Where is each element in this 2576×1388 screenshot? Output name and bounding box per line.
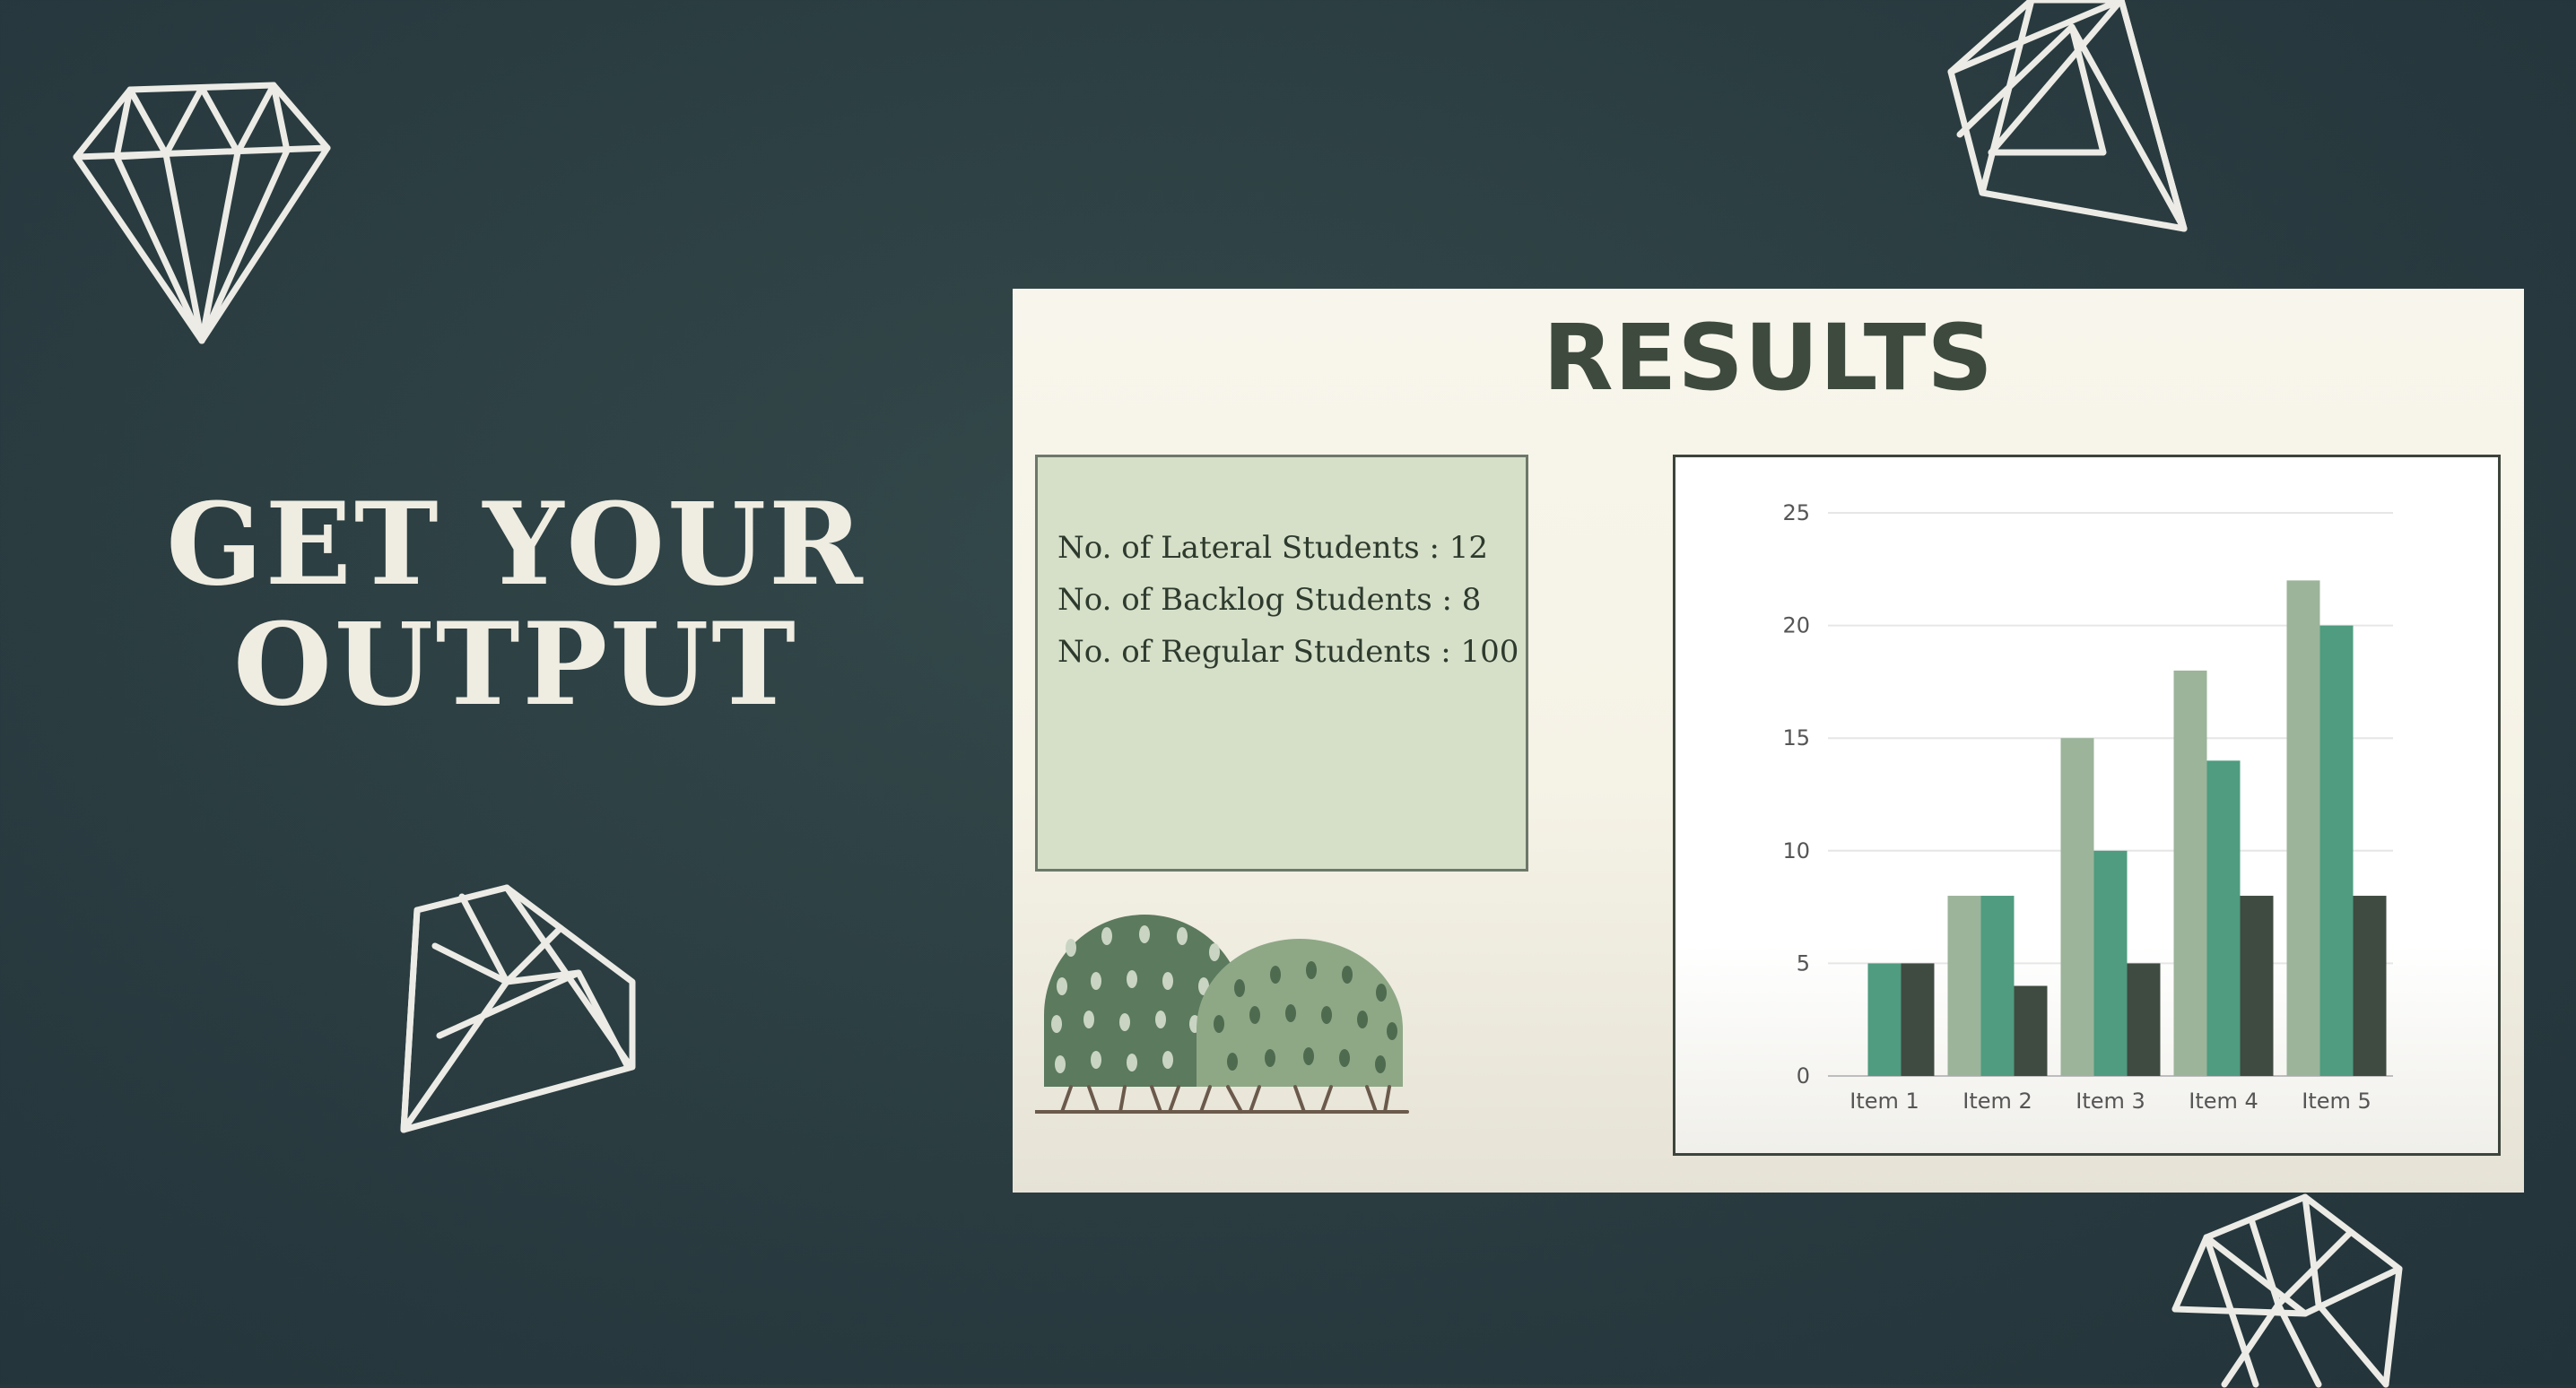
bar-series-3 bbox=[2353, 896, 2387, 1076]
info-line-lateral: No. of Lateral Students : 12 bbox=[1057, 530, 1489, 566]
x-tick-label: Item 4 bbox=[2189, 1089, 2258, 1114]
x-tick-label: Item 5 bbox=[2302, 1089, 2371, 1114]
bush-illustration bbox=[1033, 881, 1412, 1154]
results-title: RESULTS bbox=[1543, 305, 1994, 412]
bar-series-2 bbox=[2319, 625, 2354, 1076]
x-tick-label: Item 1 bbox=[1849, 1089, 1919, 1114]
x-tick-label: Item 3 bbox=[2076, 1089, 2145, 1114]
x-tick-label: Item 2 bbox=[1962, 1089, 2032, 1114]
info-box: No. of Lateral Students : 12 No. of Back… bbox=[1035, 455, 1528, 872]
bar-chart: 0 5 10 15 20 25 Item 1 Item 2 Item 3 Item 4 Item 5 bbox=[1782, 500, 2393, 1114]
diamond-icon bbox=[1946, 0, 2189, 238]
bush-right bbox=[1197, 939, 1403, 1087]
diamond-icon bbox=[67, 72, 336, 350]
bar-series-2 bbox=[2093, 850, 2128, 1076]
bar-series-1 bbox=[2060, 738, 2094, 1076]
bar-series-3 bbox=[2127, 963, 2161, 1076]
bar-series-2 bbox=[1867, 963, 1902, 1076]
results-slide: RESULTS No. of Lateral Students : 12 No.… bbox=[1013, 289, 2524, 1193]
bar-series-2 bbox=[2206, 760, 2241, 1076]
y-tick-label: 0 bbox=[1797, 1063, 1810, 1089]
y-tick-label: 10 bbox=[1782, 838, 1810, 863]
bar-series-3 bbox=[2240, 896, 2274, 1076]
bar-series-2 bbox=[1980, 896, 2015, 1076]
bar-series-1 bbox=[2286, 580, 2320, 1076]
y-tick-label: 20 bbox=[1782, 613, 1810, 638]
info-line-regular: No. of Regular Students : 100 bbox=[1057, 634, 1519, 670]
diamond-icon bbox=[399, 883, 641, 1134]
headline-line-1: GET YOUR bbox=[166, 478, 866, 611]
y-tick-label: 5 bbox=[1797, 950, 1810, 976]
bar-series-3 bbox=[1901, 963, 1935, 1076]
bar-series-1 bbox=[2173, 670, 2207, 1076]
bush-left bbox=[1044, 915, 1245, 1087]
chart-container: 0 5 10 15 20 25 Item 1 Item 2 Item 3 Item 4 Item 5 bbox=[1673, 455, 2501, 1156]
y-tick-label: 25 bbox=[1782, 500, 1810, 525]
y-tick-label: 15 bbox=[1782, 725, 1810, 750]
headline: GET YOUR OUTPUT bbox=[135, 484, 897, 724]
diamond-icon bbox=[2171, 1193, 2404, 1388]
headline-line-2: OUTPUT bbox=[233, 598, 798, 731]
bar-series-1 bbox=[1947, 896, 1981, 1076]
bush-stems bbox=[1033, 1085, 1409, 1114]
bar-series-3 bbox=[2014, 985, 2048, 1076]
info-line-backlog: No. of Backlog Students : 8 bbox=[1057, 582, 1482, 618]
